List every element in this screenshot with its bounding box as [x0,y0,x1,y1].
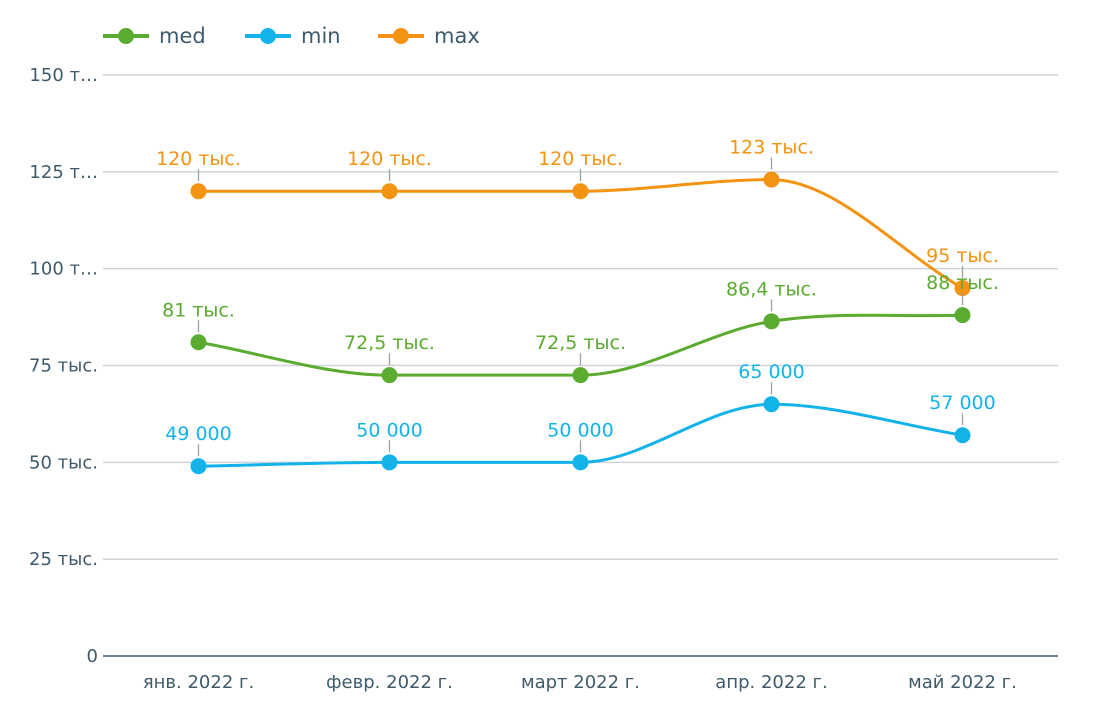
data-label-med: 72,5 тыс. [344,332,435,354]
data-labels: 81 тыс. 72,5 тыс. 72,5 тыс. 86,4 тыс. 88 тыс… [156,137,999,457]
y-tick-label: 75 тыс. [29,356,98,377]
legend-marker-med [118,28,134,44]
legend-marker-max [393,28,409,44]
legend-label-med: med [159,24,206,48]
data-label-max: 95 тыс. [926,245,999,267]
data-label-min: 49 000 [165,423,231,445]
data-label-med: 88 тыс. [926,272,999,294]
data-point-med [954,307,971,324]
data-point-med [763,313,780,330]
x-tick-label: апр. 2022 г. [715,672,827,693]
data-label-max: 120 тыс. [156,148,241,170]
data-label-max: 120 тыс. [347,148,432,170]
data-label-min: 50 000 [356,419,422,441]
data-point-med [572,367,589,384]
data-point-max [381,183,398,200]
data-point-min [190,458,207,475]
x-tick-label: февр. 2022 г. [326,672,453,693]
x-axis: янв. 2022 г. февр. 2022 г. март 2022 г. апр… [103,655,1058,693]
x-tick-label: май 2022 г. [908,672,1017,693]
y-tick-label: 50 тыс. [29,452,98,473]
data-label-min: 65 000 [738,361,804,383]
y-tick-label: 0 [87,646,98,667]
legend-label-min: min [301,24,341,48]
y-tick-label: 150 т… [29,65,98,86]
data-label-med: 81 тыс. [162,299,235,321]
data-point-med [190,334,207,351]
data-point-max [190,183,207,200]
x-tick-label: март 2022 г. [521,672,640,693]
y-axis-ticks: 0 25 тыс. 50 тыс. 75 тыс. 100 т… 125 т… 150 т… [29,65,98,667]
data-point-min [763,396,780,413]
legend-label-max: max [434,24,480,48]
series-lines [190,171,971,475]
data-label-min: 50 000 [547,419,613,441]
y-tick-label: 100 т… [29,259,98,280]
data-point-max [763,171,780,188]
data-label-max: 120 тыс. [538,148,623,170]
data-label-min: 57 000 [929,392,995,414]
legend: med min max [103,24,480,48]
data-point-med [381,367,398,384]
data-point-min [572,454,589,471]
x-tick-label: янв. 2022 г. [143,672,254,693]
data-label-max: 123 тыс. [729,137,814,159]
data-label-med: 72,5 тыс. [535,332,626,354]
data-point-max [954,280,971,297]
legend-marker-min [260,28,276,44]
data-point-min [381,454,398,471]
data-point-min [954,427,971,444]
data-point-max [572,183,589,200]
y-tick-label: 25 тыс. [29,549,98,570]
data-label-med: 86,4 тыс. [726,278,817,300]
y-tick-label: 125 т… [29,162,98,183]
